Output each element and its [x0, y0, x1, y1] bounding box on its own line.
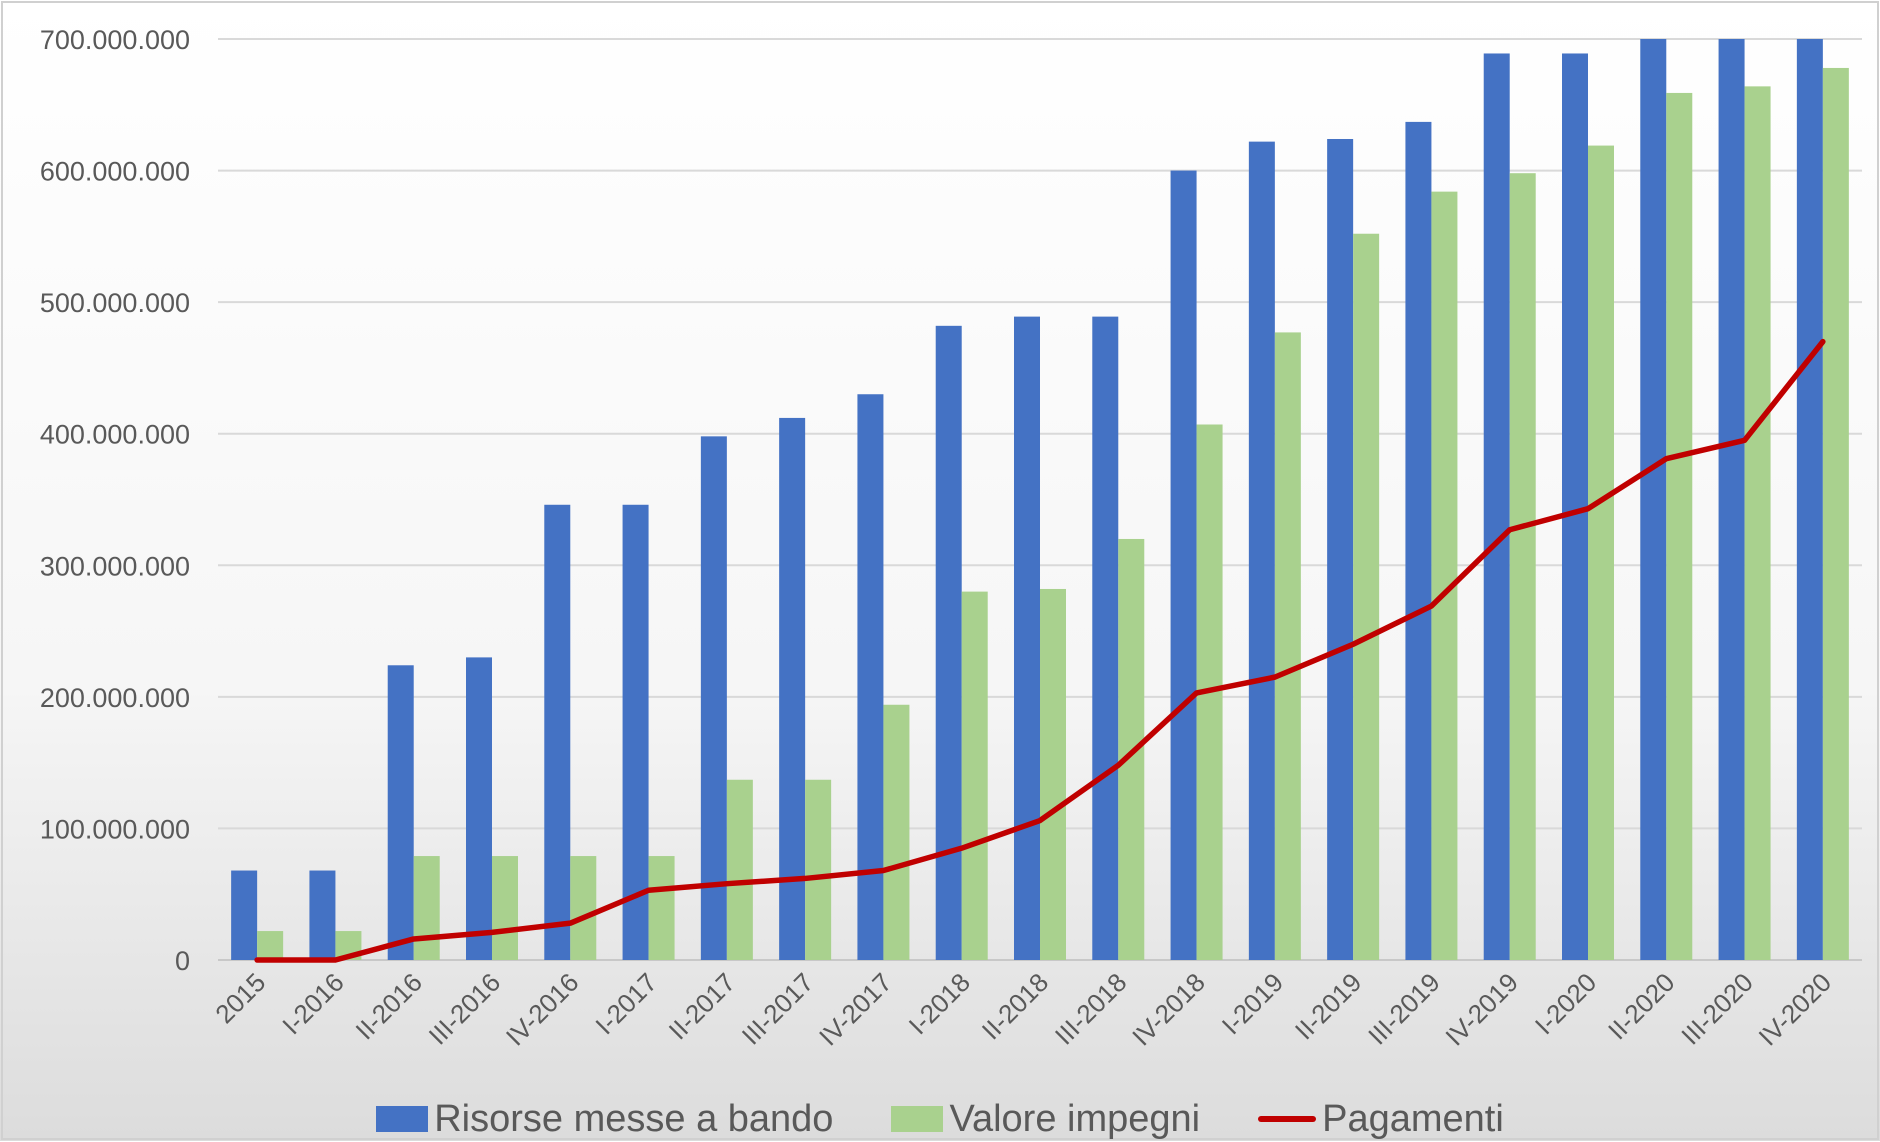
x-tick-label: IV-2020 — [1753, 967, 1838, 1052]
bar-impegni — [1040, 588, 1066, 960]
legend-swatch-impegni — [891, 1106, 944, 1132]
legend-label-impegni: Valore impegni — [949, 1097, 1201, 1140]
bar-risorse — [1562, 53, 1588, 961]
legend: Risorse messe a bando Valore impegni Pag… — [0, 1096, 1880, 1142]
bar-risorse — [1014, 316, 1040, 960]
bar-risorse — [1796, 39, 1823, 960]
legend-item-pagamenti: Pagamenti — [1258, 1098, 1504, 1141]
x-tick-label: I-2020 — [1529, 967, 1602, 1040]
x-tick-label: I-2016 — [276, 967, 349, 1040]
bar-risorse — [1405, 121, 1432, 960]
bar-impegni — [570, 856, 597, 960]
legend-item-impegni: Valore impegni — [891, 1098, 1200, 1141]
bar-risorse — [1248, 141, 1275, 960]
bar-impegni — [1588, 145, 1614, 960]
x-tick-label: II-2017 — [663, 967, 741, 1045]
bar-risorse — [309, 870, 336, 960]
bar-impegni — [1118, 538, 1145, 960]
x-tick-label: II-2019 — [1289, 967, 1367, 1045]
x-tick-label: IV-2019 — [1439, 967, 1524, 1052]
x-tick-label: 2015 — [209, 967, 271, 1029]
bar-risorse — [1640, 39, 1667, 960]
x-tick-label: II-2018 — [976, 967, 1054, 1045]
bar-risorse — [1092, 316, 1119, 960]
bar-impegni — [648, 856, 675, 960]
x-tick-label: I-2018 — [903, 967, 976, 1040]
y-tick-label: 0 — [175, 946, 190, 976]
x-tick-label: IV-2016 — [500, 967, 585, 1052]
bar-impegni — [257, 931, 284, 960]
bar-impegni — [413, 856, 440, 960]
legend-label-risorse: Risorse messe a bando — [434, 1097, 834, 1140]
x-tick-label: I-2017 — [589, 967, 662, 1040]
bar-impegni — [1353, 233, 1380, 960]
y-tick-label: 100.000.000 — [40, 814, 190, 844]
bar-risorse — [622, 504, 649, 960]
bar-impegni — [883, 704, 910, 960]
legend-label-pagamenti: Pagamenti — [1322, 1097, 1504, 1140]
x-tick-label: III-2019 — [1362, 967, 1446, 1051]
y-tick-label: 300.000.000 — [40, 551, 190, 581]
legend-item-risorse: Risorse messe a bando — [376, 1098, 833, 1141]
bar-risorse — [779, 417, 806, 960]
y-tick-label: 500.000.000 — [40, 288, 190, 318]
x-tick-label: IV-2018 — [1126, 967, 1211, 1052]
bar-impegni — [1822, 67, 1849, 960]
bar-risorse — [857, 394, 884, 960]
bar-risorse — [466, 657, 492, 960]
bar-risorse — [231, 870, 258, 960]
line-series — [254, 338, 1826, 963]
bar-impegni — [726, 779, 753, 960]
y-axis-tick-labels: 0 100.000.000 200.000.000 300.000.000 400.00… — [40, 25, 190, 976]
y-tick-label: 400.000.000 — [40, 420, 190, 450]
legend-swatch-pagamenti — [1258, 1116, 1317, 1122]
bar-impegni — [492, 856, 518, 960]
bar-impegni — [961, 591, 988, 960]
bar-impegni — [1666, 92, 1693, 961]
bar-impegni — [1274, 332, 1301, 960]
bar-risorse — [1483, 53, 1510, 961]
bar-risorse — [935, 325, 962, 961]
bar-impegni — [805, 779, 832, 960]
y-tick-label: 700.000.000 — [40, 25, 190, 55]
bar-impegni — [1744, 86, 1771, 960]
x-tick-label: I-2019 — [1216, 967, 1289, 1040]
line-pagamenti — [254, 338, 1826, 963]
bar-impegni — [1509, 173, 1536, 960]
bar-risorse — [544, 504, 571, 960]
bar-risorse — [700, 436, 727, 960]
bar-risorse — [1170, 170, 1197, 961]
x-tick-label: III-2017 — [736, 967, 820, 1051]
legend-swatch-risorse — [376, 1106, 429, 1132]
x-tick-label: II-2020 — [1602, 967, 1680, 1045]
y-tick-label: 200.000.000 — [40, 683, 190, 713]
bar-impegni — [1431, 191, 1458, 960]
x-tick-label: III-2020 — [1675, 967, 1759, 1051]
x-tick-label: II-2016 — [350, 967, 428, 1045]
x-tick-label: III-2016 — [423, 967, 507, 1051]
bars — [231, 39, 1849, 961]
bar-risorse — [1718, 39, 1745, 960]
y-tick-label: 600.000.000 — [40, 157, 190, 187]
x-tick-label: III-2018 — [1049, 967, 1133, 1051]
x-tick-label: IV-2017 — [813, 967, 898, 1052]
bar-risorse — [1327, 138, 1354, 961]
bar-risorse — [387, 665, 414, 960]
